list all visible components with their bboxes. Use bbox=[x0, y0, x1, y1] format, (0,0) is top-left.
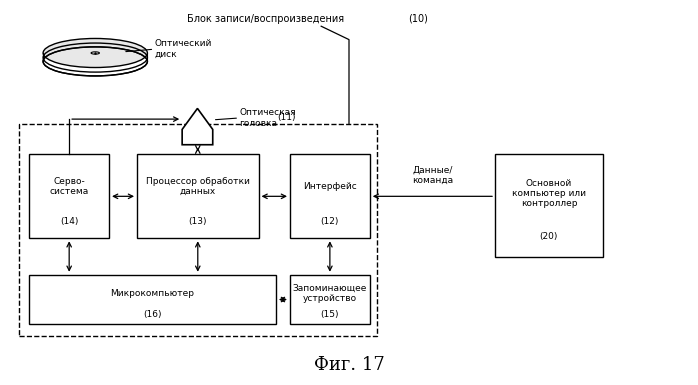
Text: Оптический
диск: Оптический диск bbox=[154, 40, 211, 59]
Text: Запоминающее
устройство: Запоминающее устройство bbox=[292, 284, 367, 303]
FancyBboxPatch shape bbox=[290, 154, 370, 238]
FancyBboxPatch shape bbox=[495, 154, 603, 258]
Text: (11): (11) bbox=[277, 114, 296, 122]
Text: (20): (20) bbox=[540, 232, 558, 241]
Ellipse shape bbox=[43, 38, 147, 67]
Text: Фиг. 17: Фиг. 17 bbox=[313, 355, 385, 373]
Text: (16): (16) bbox=[143, 310, 162, 319]
Polygon shape bbox=[182, 109, 213, 145]
Ellipse shape bbox=[91, 52, 99, 54]
FancyBboxPatch shape bbox=[137, 154, 259, 238]
Text: (13): (13) bbox=[188, 217, 207, 226]
Text: Процессор обработки
данных: Процессор обработки данных bbox=[146, 177, 250, 196]
Text: (10): (10) bbox=[408, 13, 428, 23]
FancyBboxPatch shape bbox=[29, 154, 109, 238]
Text: Интерфейс: Интерфейс bbox=[303, 182, 357, 191]
Text: (15): (15) bbox=[320, 310, 339, 319]
Text: Оптическая
головка: Оптическая головка bbox=[239, 108, 296, 128]
Text: Основной
компьютер или
контроллер: Основной компьютер или контроллер bbox=[512, 179, 586, 208]
Text: Данные/
команда: Данные/ команда bbox=[412, 166, 453, 185]
Text: (14): (14) bbox=[60, 217, 78, 226]
Text: Серво-
система: Серво- система bbox=[50, 177, 89, 196]
Text: Микрокомпьютер: Микрокомпьютер bbox=[110, 289, 195, 298]
Text: Блок записи/воспроизведения: Блок записи/воспроизведения bbox=[187, 13, 344, 23]
FancyBboxPatch shape bbox=[290, 275, 370, 325]
FancyBboxPatch shape bbox=[29, 275, 276, 325]
Text: (12): (12) bbox=[320, 217, 339, 226]
